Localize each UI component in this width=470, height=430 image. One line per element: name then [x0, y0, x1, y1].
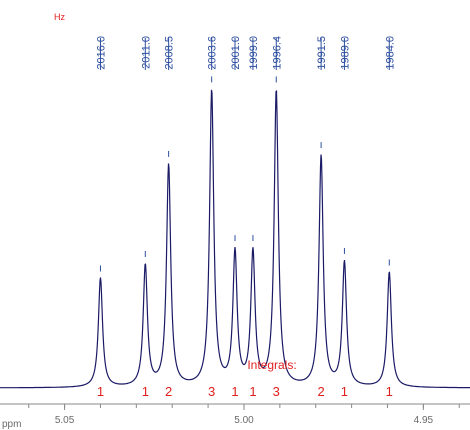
- peak-hz-label: 1984.0: [384, 36, 396, 70]
- integrals-title: Integrals:: [247, 358, 296, 372]
- x-axis-ticks: 5.05 5.00 4.95: [28, 404, 460, 426]
- peak-label-lines: [99, 38, 390, 70]
- peak-hz-label: 1989.0: [339, 36, 351, 70]
- peak-hz-label: 2011.0: [140, 36, 152, 69]
- integral-value: 1: [341, 384, 348, 399]
- x-axis-tick-label: 5.05: [55, 415, 75, 426]
- integral-value: 1: [249, 384, 256, 399]
- x-axis-tick-label: 4.95: [414, 415, 434, 426]
- peak-hz-labels: 2016.0 2011.0 2008.5 2003.6 2001.0 1999.0 1996…: [95, 36, 396, 70]
- peak-hz-label: 2001.0: [230, 36, 242, 70]
- integral-value: 3: [208, 384, 215, 399]
- integral-value: 1: [142, 384, 149, 399]
- hz-unit-label: Hz: [54, 12, 65, 22]
- peak-hz-label: 2003.6: [207, 36, 219, 70]
- integral-value: 1: [97, 384, 104, 399]
- spectrum-curve: [0, 89, 470, 389]
- peak-hz-label: 2016.0: [95, 36, 107, 70]
- peak-hz-label: 2008.5: [164, 36, 176, 70]
- x-axis-tick-label: 5.00: [234, 415, 254, 426]
- integral-value: 2: [317, 384, 324, 399]
- integral-value: 2: [165, 384, 172, 399]
- peak-hz-label: 1996.4: [271, 36, 283, 70]
- peak-hz-label: 1999.0: [248, 36, 260, 70]
- integral-value: 1: [386, 384, 393, 399]
- peak-hz-label: 1991.5: [316, 36, 328, 70]
- integral-value: 1: [231, 384, 238, 399]
- x-axis-unit: ppm: [2, 419, 21, 430]
- peak-top-markers: [99, 76, 390, 272]
- integral-value: 3: [273, 384, 280, 399]
